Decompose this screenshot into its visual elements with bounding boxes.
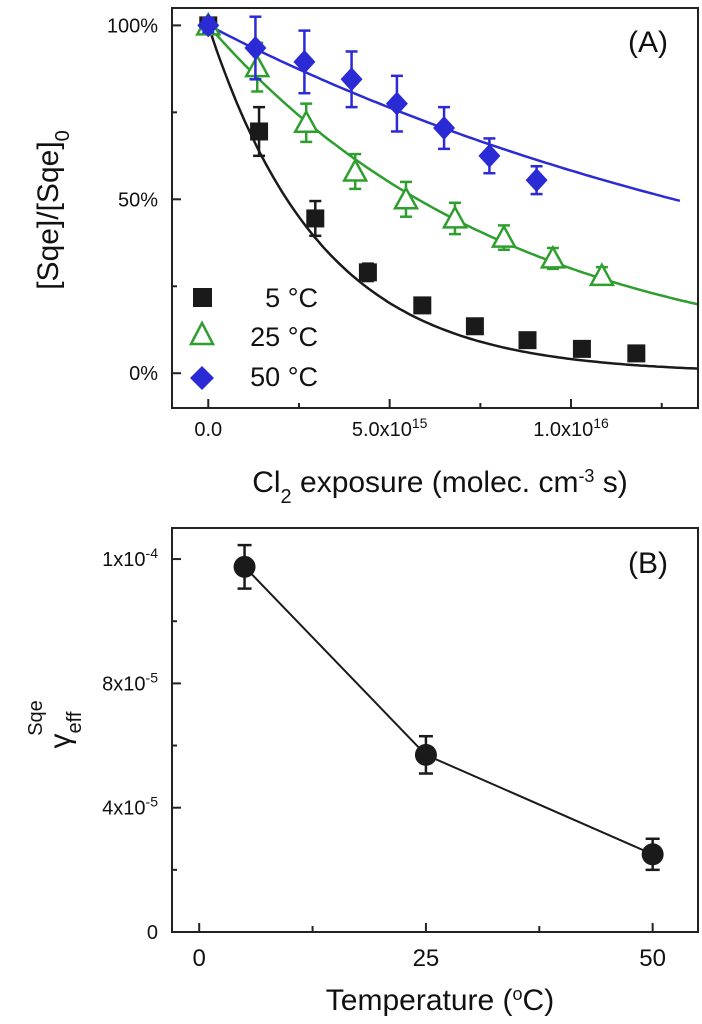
legend-marker-50c (190, 366, 214, 390)
legend: 5 °C 25 °C 50 °C (188, 283, 318, 392)
point-circle (414, 743, 437, 766)
point-square (465, 317, 484, 336)
point-diamond (525, 168, 548, 193)
panel-b-xtick-label: 0 (193, 945, 206, 972)
point-triangle (244, 53, 271, 78)
panel-a-plot-frame (171, 7, 699, 409)
point-diamond (293, 49, 316, 74)
legend-label-5c: 5 °C (265, 283, 318, 313)
point-circle (641, 843, 664, 866)
panel-a-ylabel: [Sqe]/[Sqe]0 (32, 130, 74, 290)
fit-curve-0 (207, 25, 699, 370)
point-triangle (392, 185, 420, 210)
point-triangle (588, 262, 615, 287)
panel-b-ytick-label: 8x10-5 (102, 669, 158, 695)
point-diamond (478, 143, 501, 168)
point-triangle (293, 109, 320, 134)
point-triangle (539, 244, 567, 269)
panel-b-xtick-label: 25 (413, 945, 440, 972)
panel-b: 0 25 50 0 4x10-5 8x10-5 1x10-4 (B) γeff Sqe Te… (25, 527, 699, 1017)
legend-marker-25c (188, 320, 216, 346)
panel-a-label: (A) (628, 26, 668, 59)
point-square (358, 263, 377, 282)
point-triangle (441, 204, 469, 229)
data-points (233, 543, 664, 872)
panel-b-label: (B) (628, 547, 668, 580)
point-triangle (490, 223, 518, 248)
point-square (627, 344, 646, 363)
point-square (250, 122, 269, 141)
point-diamond (340, 67, 363, 92)
data-points (195, 11, 646, 363)
panel-a-xlabel: Cl2 exposure (molec. cm-3 s) (252, 466, 628, 508)
point-diamond (244, 36, 267, 60)
panel-a-xtick-label: 0.0 (194, 419, 222, 441)
panel-b-plot-frame (171, 527, 699, 933)
point-square (413, 296, 432, 315)
point-circle (233, 555, 256, 578)
panel-b-xlabel: Temperature (oC) (326, 984, 554, 1017)
point-square (518, 331, 537, 350)
panel-b-ytick-label: 4x10-5 (102, 794, 158, 820)
point-diamond (385, 91, 408, 116)
panel-b-ytick-label: 1x10-4 (102, 545, 158, 571)
panel-b-ylabel-superscript: Sqe (25, 700, 47, 736)
panel-b-ylabel: γeff (44, 711, 86, 748)
point-diamond (433, 116, 456, 140)
panel-a-ytick-label: 100% (107, 15, 158, 37)
panel-b-ytick-label: 0 (147, 922, 158, 944)
fit-curve-1 (207, 24, 699, 306)
panel-b-xtick-label: 50 (639, 945, 666, 972)
panel-a-xtick-label: 1.0x1016 (533, 415, 609, 441)
legend-marker-5c (193, 288, 212, 307)
legend-label-50c: 50 °C (250, 362, 318, 392)
legend-label-25c: 25 °C (250, 322, 318, 352)
connecting-line (243, 566, 654, 856)
panel-a-ytick-label: 50% (118, 189, 158, 211)
point-square (572, 339, 591, 358)
panel-a: 0.0 5.0x1015 1.0x1016 0% 50% 100% (A) [Sqe]/[… (32, 7, 699, 508)
point-square (306, 209, 325, 228)
panel-a-ytick-label: 0% (129, 363, 158, 385)
point-diamond (197, 13, 220, 38)
fit-curves (207, 24, 699, 370)
panel-a-xtick-label: 5.0x1015 (352, 415, 428, 441)
series-line (243, 566, 654, 856)
point-triangle (342, 157, 369, 182)
